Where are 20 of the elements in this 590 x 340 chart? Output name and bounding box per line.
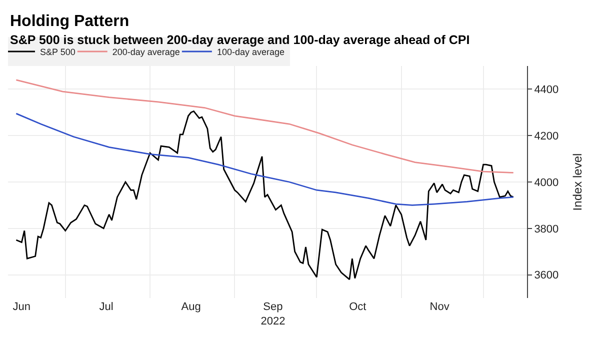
line-series: [15, 112, 514, 206]
line-series: [15, 79, 514, 174]
legend-label: 100-day average: [216, 47, 284, 58]
x-tick-label: Sep 2022: [260, 301, 286, 328]
legend-label: 200-day average: [112, 47, 180, 58]
x-tick-label: Aug: [181, 301, 201, 313]
line-series: [15, 110, 514, 280]
x-tick-label: Oct: [349, 301, 366, 313]
chart-title: Holding Pattern: [10, 13, 130, 30]
y-tick-label: 4400: [534, 84, 559, 96]
y-tick-label: 3800: [534, 223, 559, 236]
legend-label: S&P 500: [40, 47, 76, 58]
x-tick-label: Jun: [12, 301, 31, 313]
y-tick-label: 4200: [534, 130, 559, 142]
y-tick-label: 3600: [534, 270, 559, 282]
x-tick-label: Jul: [99, 301, 114, 313]
x-tick-label: Nov: [430, 301, 450, 313]
chart-subtitle: S&P 500 is stuck between 200-day average and 100-day average ahead of CPI: [10, 33, 470, 47]
y-axis-title: Index level: [570, 153, 585, 211]
y-tick-label: 4000: [534, 176, 559, 189]
